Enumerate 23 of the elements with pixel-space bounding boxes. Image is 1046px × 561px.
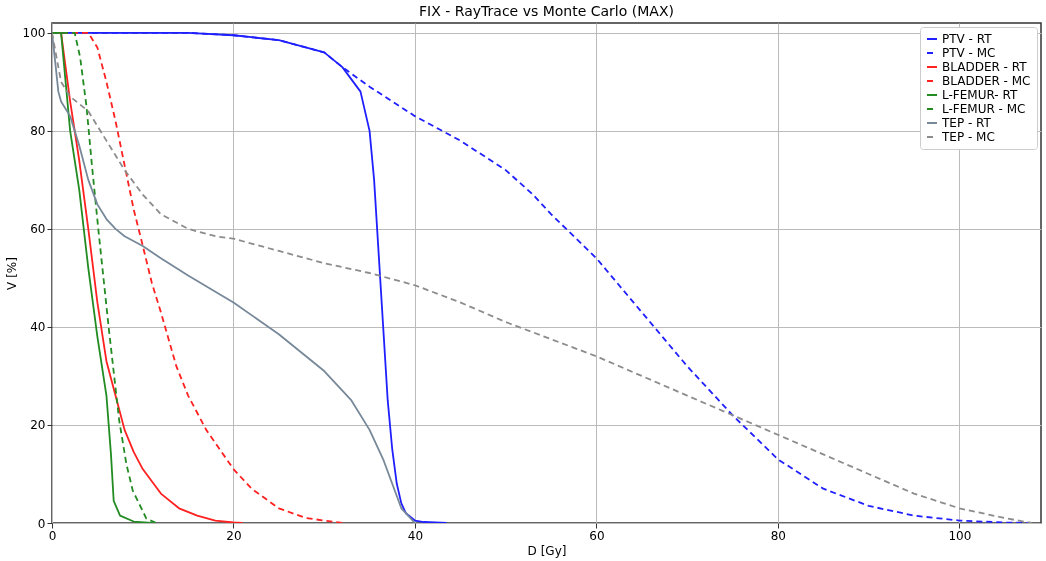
legend-label: PTV - MC bbox=[942, 46, 996, 60]
y-tick-label: 60 bbox=[30, 222, 46, 237]
y-tick-label: 20 bbox=[30, 418, 46, 433]
legend-label: TEP - MC bbox=[941, 130, 995, 144]
x-tick-label: 60 bbox=[589, 528, 605, 543]
x-tick-label: 20 bbox=[226, 528, 242, 543]
legend-label: TEP - RT bbox=[941, 116, 992, 130]
x-tick-label: 80 bbox=[770, 528, 787, 543]
legend-label: BLADDER - RT bbox=[942, 60, 1028, 74]
y-tick-label: 0 bbox=[37, 516, 46, 531]
legend-label: BLADDER - MC bbox=[942, 74, 1031, 88]
legend-label: L-FEMUR- RT bbox=[942, 88, 1018, 102]
y-tick-label: 80 bbox=[30, 124, 46, 139]
legend-label: PTV - RT bbox=[942, 32, 993, 46]
y-tick-label: 40 bbox=[30, 320, 46, 335]
x-tick-label: 0 bbox=[48, 528, 57, 543]
legend-label: L-FEMUR - MC bbox=[942, 102, 1026, 116]
y-axis-title: V [%] bbox=[4, 257, 19, 290]
y-tick-label: 100 bbox=[22, 26, 46, 41]
x-tick-label: 100 bbox=[948, 528, 972, 543]
x-tick-label: 40 bbox=[407, 528, 424, 543]
chart-title: FIX - RayTrace vs Monte Carlo (MAX) bbox=[419, 3, 674, 19]
x-axis-title: D [Gy] bbox=[527, 543, 567, 558]
